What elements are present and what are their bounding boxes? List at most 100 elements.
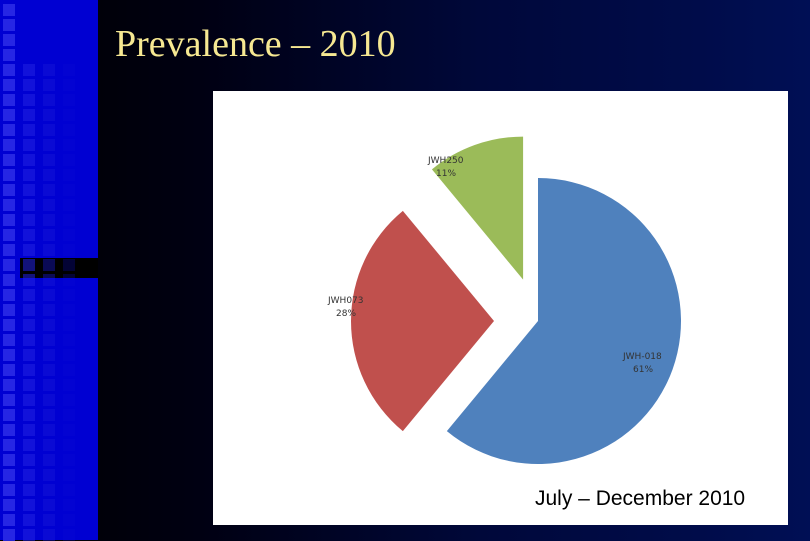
slice-name-label: JWH073 <box>327 296 364 306</box>
decor-square <box>23 139 35 151</box>
decor-square <box>43 394 55 406</box>
decor-square <box>63 244 75 256</box>
decor-square <box>63 214 75 226</box>
decor-square <box>23 319 35 331</box>
decor-square <box>43 259 55 271</box>
decor-square <box>3 499 15 511</box>
decor-square <box>43 79 55 91</box>
decor-square <box>63 304 75 316</box>
decor-square <box>23 199 35 211</box>
decor-square <box>63 154 75 166</box>
decor-square <box>63 94 75 106</box>
decor-square <box>63 349 75 361</box>
decor-square <box>43 229 55 241</box>
decor-square <box>3 529 15 541</box>
decor-square <box>63 484 75 496</box>
decor-square <box>3 334 15 346</box>
decor-square <box>63 124 75 136</box>
decor-square <box>23 289 35 301</box>
decor-square <box>23 109 35 121</box>
decor-square <box>43 139 55 151</box>
decor-square <box>3 94 15 106</box>
decor-square <box>3 244 15 256</box>
decor-square <box>23 229 35 241</box>
decor-square <box>3 274 15 286</box>
decor-square <box>23 454 35 466</box>
decor-square <box>3 199 15 211</box>
decor-square <box>3 124 15 136</box>
decor-square <box>23 79 35 91</box>
decor-square <box>23 409 35 421</box>
decor-square <box>3 319 15 331</box>
decor-square <box>3 394 15 406</box>
decor-square <box>3 154 15 166</box>
slide-title: Prevalence – 2010 <box>115 23 396 65</box>
decor-square <box>23 334 35 346</box>
decor-square <box>3 49 15 61</box>
decor-square <box>23 439 35 451</box>
decor-square <box>3 514 15 526</box>
decor-square <box>3 214 15 226</box>
decor-square <box>63 514 75 526</box>
decor-square <box>43 109 55 121</box>
decor-square <box>43 124 55 136</box>
decor-square <box>43 484 55 496</box>
decor-square <box>23 274 35 286</box>
decor-square <box>3 289 15 301</box>
decor-square <box>63 79 75 91</box>
decor-square <box>63 529 75 541</box>
decor-square <box>3 259 15 271</box>
slice-name-label: JWH-018 <box>622 352 662 362</box>
decor-square <box>63 334 75 346</box>
decor-square <box>23 154 35 166</box>
decor-square <box>63 64 75 76</box>
decor-square <box>43 469 55 481</box>
pie-slice-jwh-018 <box>446 178 681 464</box>
decor-square <box>43 379 55 391</box>
decor-square <box>23 64 35 76</box>
decor-square <box>3 469 15 481</box>
decor-square <box>43 64 55 76</box>
decor-square <box>43 244 55 256</box>
pie-chart: JWH-018 61% JWH073 28% JWH250 11% <box>327 136 681 464</box>
slice-percent-label: 28% <box>336 309 356 319</box>
decor-square <box>63 109 75 121</box>
decor-square <box>23 379 35 391</box>
decor-square <box>23 244 35 256</box>
slice-percent-label: 11% <box>436 169 456 179</box>
decor-square <box>23 214 35 226</box>
decor-square <box>43 304 55 316</box>
decor-square <box>23 529 35 541</box>
decor-square <box>63 499 75 511</box>
decor-square <box>43 364 55 376</box>
pie-slice-jwh250 <box>431 136 524 280</box>
decor-square <box>43 349 55 361</box>
decor-square <box>3 64 15 76</box>
decor-square <box>63 319 75 331</box>
decor-square <box>63 169 75 181</box>
left-black-bar <box>20 258 98 278</box>
decor-square <box>63 289 75 301</box>
decor-square <box>43 334 55 346</box>
decor-square <box>43 454 55 466</box>
decor-square <box>63 469 75 481</box>
decor-square <box>23 424 35 436</box>
decor-square <box>3 484 15 496</box>
decor-square <box>43 319 55 331</box>
decor-square <box>3 424 15 436</box>
decor-square <box>3 184 15 196</box>
slice-percent-label: 61% <box>633 365 653 375</box>
decor-square <box>43 169 55 181</box>
decor-square <box>63 229 75 241</box>
decor-square <box>3 409 15 421</box>
decor-square <box>3 4 15 16</box>
decor-square <box>23 394 35 406</box>
decor-square <box>43 514 55 526</box>
decor-square <box>63 409 75 421</box>
decor-square <box>63 379 75 391</box>
decor-square <box>3 109 15 121</box>
slice-name-label: JWH250 <box>427 156 464 166</box>
decor-square <box>63 274 75 286</box>
decor-square <box>63 259 75 271</box>
decor-square <box>23 124 35 136</box>
